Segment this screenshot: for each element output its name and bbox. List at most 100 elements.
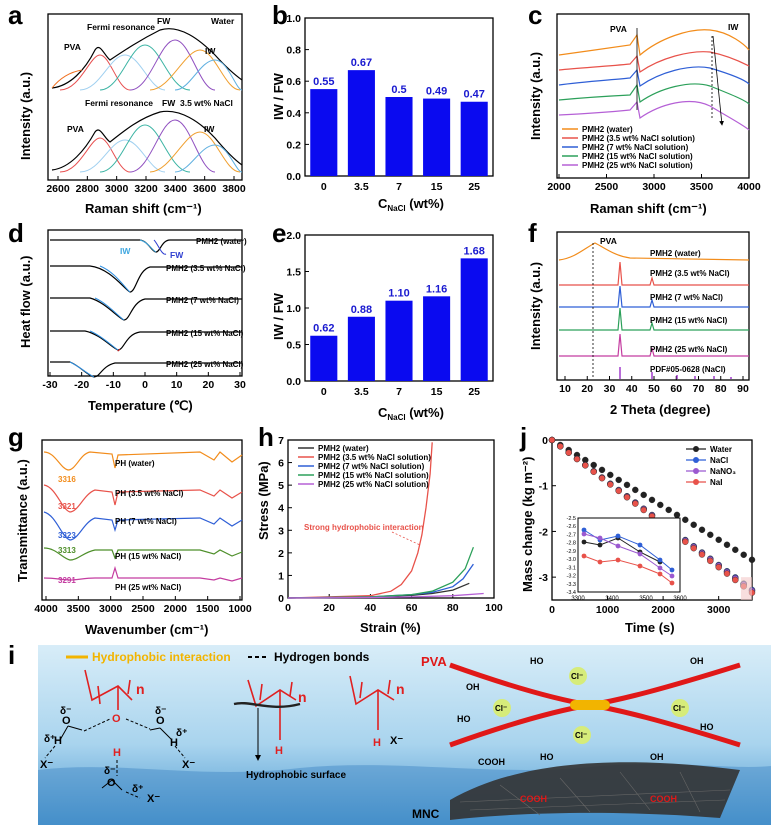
ylabel-g: Transmittance (a.u.) (15, 459, 30, 582)
xtick-h-4: 80 (447, 602, 459, 614)
panel-c: c Intensity (a.u.) Raman shift (cm⁻¹) 20… (528, 0, 761, 216)
bar-label-15: 1.16 (426, 283, 447, 295)
inset-point-2-3 (637, 551, 643, 557)
point-j-3-20 (715, 564, 722, 571)
bar-label-7: 0.5 (391, 84, 406, 96)
bar-15 (423, 98, 451, 176)
bar-label-3.5: 0.67 (351, 57, 372, 69)
o-1: O (112, 713, 121, 725)
ann-a-iw-bottom: IW (204, 124, 215, 134)
curve-label-f-1: PMH2 (3.5 wt% NaCl) (650, 269, 730, 278)
xtick-15: 15 (431, 386, 443, 398)
inset-point-2-0 (581, 531, 587, 537)
xtick-a-3: 3200 (134, 183, 158, 195)
bar-15 (423, 296, 451, 381)
xlabel-g: Wavenumber (cm⁻¹) (85, 622, 208, 637)
water-molecules-1 (44, 718, 186, 799)
ann-a-fermi-top: Fermi resonance (87, 22, 155, 32)
curve-label-g-3: PH (15 wt% NaCl) (115, 552, 182, 561)
ann-d-fw: FW (170, 250, 184, 260)
xtick-h-3: 60 (406, 602, 418, 614)
bar-label-25: 0.47 (463, 89, 484, 101)
ytick-b-chart-4: 0.8 (286, 45, 301, 57)
point-j-0-20 (715, 536, 722, 543)
bar-label-25: 1.68 (463, 245, 484, 257)
point-j-0-15 (673, 511, 681, 519)
xtick-j-1: 1000 (596, 604, 620, 616)
curve-label-f-5: PDF#05-0628 (NaCl) (650, 365, 726, 374)
cooh-3: COOH (650, 794, 677, 804)
o-water-left: O (62, 715, 71, 727)
xtick-d-3: 0 (142, 379, 148, 391)
chart-j: 0 1000 2000 3000 0 -1 -2 -3 (539, 435, 756, 616)
ho-2: HO (457, 714, 471, 724)
pva-chain-3 (349, 675, 395, 730)
plot-frame-f (556, 231, 750, 381)
xtick-g-0: 4000 (34, 603, 58, 615)
plot-frame-a (47, 13, 243, 181)
point-j-3-9 (623, 494, 631, 501)
ann-h: Strong hydrophobic interaction (304, 523, 424, 532)
bar-label-0: 0.62 (313, 323, 334, 335)
panel-i: i Hydrophobic interaction Hydrogen bonds… (8, 640, 771, 825)
inset-xtick-3: 3600 (673, 596, 687, 602)
plot-frame-h (287, 439, 495, 599)
delta-minus-3: δ⁻ (104, 766, 115, 777)
ytick-e-chart-4: 2.0 (286, 230, 301, 242)
panel-b: b IW / FW CNaCl (wt%) 0.0 0.2 0.4 0.6 0.8 1.0… (271, 0, 494, 213)
ylabel-h: Stress (MPa) (256, 461, 271, 540)
bar-7 (385, 97, 413, 176)
xtick-3.5: 3.5 (354, 386, 369, 398)
peak-label-g-4: 3291 (58, 576, 76, 585)
spectrum-water (51, 28, 243, 91)
n-1: n (136, 681, 145, 697)
oh-3: OH (650, 752, 664, 762)
pva-network (449, 662, 741, 748)
curve-label-g-2: PH (7 wt% NaCl) (115, 517, 177, 526)
ho-3: HO (540, 752, 554, 762)
inset-point-3-5 (669, 580, 675, 586)
ytick-h-3: 3 (278, 525, 284, 537)
inset-xtick-1: 3400 (605, 596, 619, 602)
point-j-0-10 (632, 486, 639, 494)
series-h-1 (287, 442, 433, 599)
plot-frame-c (556, 13, 750, 179)
point-j-3-6 (598, 475, 606, 482)
spectrum-nacl (51, 110, 243, 173)
panel-label-e: e (272, 218, 286, 248)
xtick-f-1: 20 (581, 383, 593, 395)
plot-frame-j (551, 439, 753, 601)
tag-a-water: Water (211, 16, 235, 26)
point-j-0-21 (723, 541, 731, 548)
legend-j-item-1: NaCl (710, 456, 728, 465)
inset-xtick-0: 3300 (571, 596, 585, 602)
inset-point-0-1 (597, 542, 603, 548)
legend-h-item-2: PMH2 (7 wt% NaCl solution) (318, 462, 425, 471)
inset-point-3-0 (581, 553, 587, 559)
x-minus-2: X⁻ (182, 759, 195, 771)
n-2: n (298, 689, 307, 705)
point-j-0-19 (707, 531, 714, 538)
point-j-3-3 (573, 455, 581, 463)
xlabel-b: CNaCl (wt%) (378, 196, 444, 213)
cl-ion-2 (493, 699, 511, 717)
ylabel-b: IW / FW (271, 72, 286, 120)
inset-point-2-1 (597, 535, 603, 541)
curve-labels-f: PMH2 (water) PMH2 (3.5 wt% NaCl) PMH2 (7 w… (650, 249, 730, 374)
delta-plus-3: δ⁺ (132, 784, 143, 795)
curve-label-d-2: PMH2 (7 wt% NaCl) (166, 296, 239, 305)
point-j-0-5 (590, 461, 597, 469)
legend-j-item-3: NaI (710, 478, 722, 487)
hydrophobic-surface-label: Hydrophobic surface (246, 770, 346, 781)
ftir-curves (43, 451, 243, 582)
bar-label-0: 0.55 (313, 76, 334, 88)
point-j-0-23 (740, 551, 747, 558)
ytick-h-1: 1 (278, 570, 284, 582)
xlabel-a: Raman shift (cm⁻¹) (85, 201, 202, 216)
xtick-d-4: 10 (171, 379, 183, 391)
inset-ytick-3: -2.8 (567, 541, 576, 547)
o-water-right: O (156, 715, 165, 727)
point-j-3-1 (557, 443, 564, 450)
xlabel-j: Time (s) (625, 620, 675, 635)
legend-j-swatch-1 (693, 457, 699, 463)
